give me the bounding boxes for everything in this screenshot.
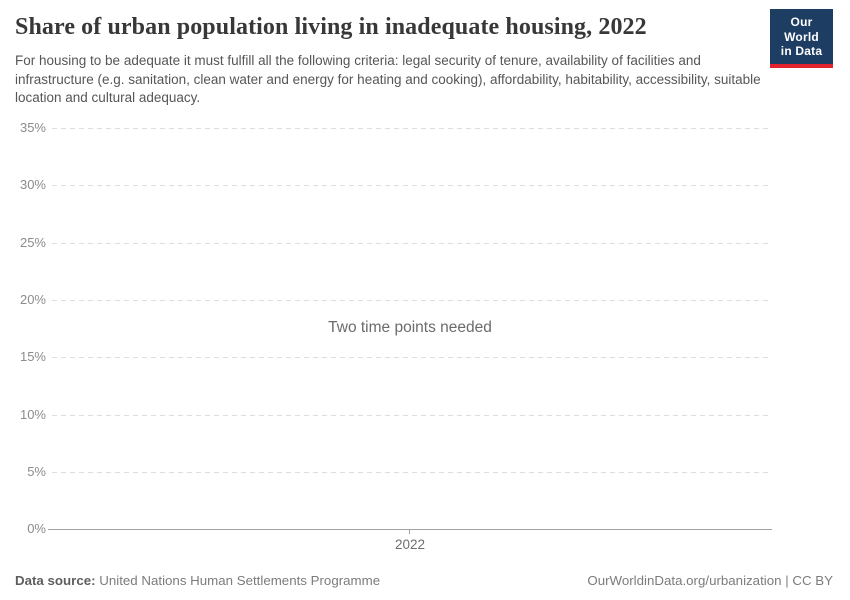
y-axis-tick-label: 5%	[27, 464, 46, 479]
page-title: Share of urban population living in inad…	[15, 14, 647, 40]
data-source-value: United Nations Human Settlements Program…	[95, 573, 381, 588]
y-axis-tick-label: 10%	[19, 407, 46, 422]
x-axis-line	[48, 529, 772, 530]
gridline	[52, 128, 772, 129]
x-axis-tick-mark	[409, 529, 410, 534]
x-axis-tick-label: 2022	[394, 537, 426, 552]
gridline	[52, 243, 772, 244]
data-source-label: Data source:	[15, 573, 96, 588]
owid-logo[interactable]: Our World in Data	[770, 9, 833, 68]
gridline	[52, 300, 772, 301]
y-axis-tick-label: 0%	[27, 521, 46, 536]
y-axis-tick-label: 15%	[19, 349, 46, 364]
y-axis-tick-label: 30%	[19, 177, 46, 192]
license-link[interactable]: OurWorldinData.org/urbanization | CC BY	[587, 573, 833, 588]
owid-logo-line2: in Data	[780, 44, 823, 58]
owid-logo-line1: Our World	[784, 15, 819, 44]
y-axis-tick-label: 35%	[19, 120, 46, 135]
gridline	[52, 415, 772, 416]
y-axis-tick-label: 25%	[19, 235, 46, 250]
empty-chart-message: Two time points needed	[328, 319, 492, 336]
y-axis-tick-label: 20%	[19, 292, 46, 307]
chart-subtitle: For housing to be adequate it must fulfi…	[15, 53, 761, 105]
gridline	[52, 357, 772, 358]
gridline	[52, 185, 772, 186]
chart-footer: Data source: United Nations Human Settle…	[15, 573, 833, 588]
data-source: Data source: United Nations Human Settle…	[15, 573, 380, 588]
gridline	[52, 472, 772, 473]
